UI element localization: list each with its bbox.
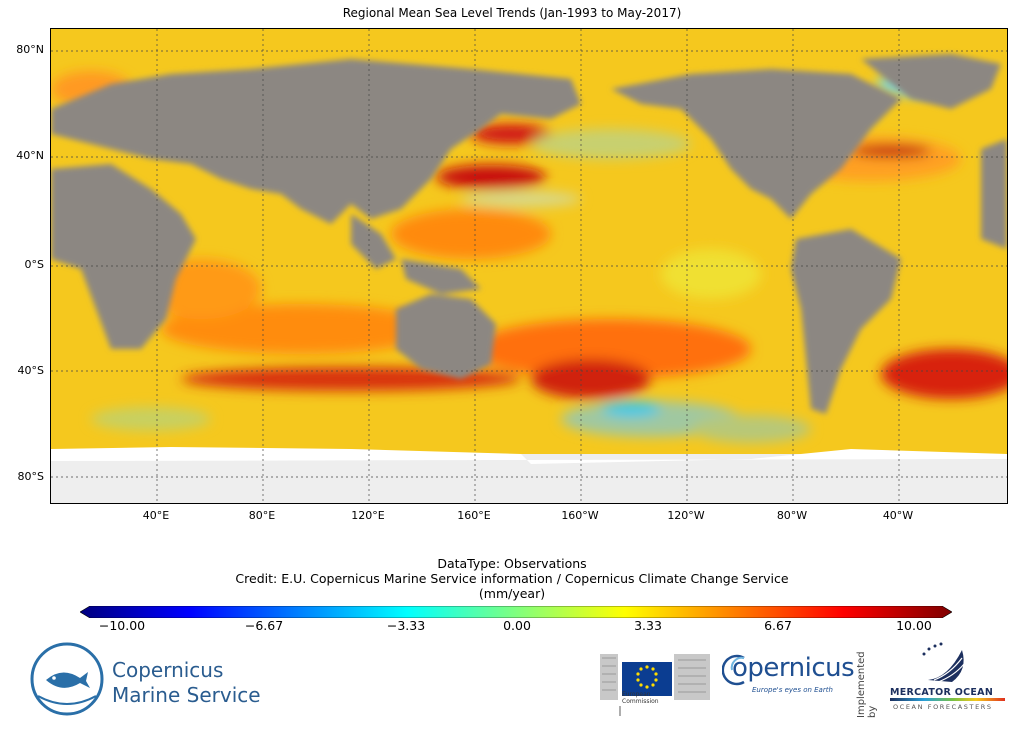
datatype-label: DataType: Observations <box>437 556 587 571</box>
ec-line1: European <box>622 691 651 698</box>
copernicus-tagline: Europe's eyes on Earth <box>752 686 833 694</box>
colorbar-graphic <box>79 605 953 619</box>
colorbar-tick: −6.67 <box>244 618 284 633</box>
ice-shelf <box>51 447 1007 464</box>
colorbar-tick: −3.33 <box>386 618 426 633</box>
colorbar-tick: 3.33 <box>634 618 662 633</box>
land-masses <box>51 54 1007 414</box>
x-tick-80e: 80°E <box>248 509 276 522</box>
credit-label: Credit: E.U. Copernicus Marine Service i… <box>235 571 789 586</box>
y-tick-80s: 80°S <box>17 470 44 483</box>
map-title: Regional Mean Sea Level Trends (Jan-1993… <box>342 6 682 20</box>
cmems-line2: Marine Service <box>112 683 261 707</box>
mercator-ocean-title: MERCATOR OCEAN <box>890 687 994 698</box>
implemented-by-label: Implemented by <box>856 651 878 718</box>
x-tick-120w: 120°W <box>667 509 705 522</box>
gridlines <box>51 29 1007 503</box>
copernicus-c-icon <box>722 654 745 686</box>
ec-line2: Commission <box>622 698 659 705</box>
cmems-logo-icon <box>30 642 104 716</box>
copernicus-logo-text: opernicus <box>732 653 855 683</box>
mercator-color-strip <box>890 698 1005 701</box>
x-tick-40e: 40°E <box>142 509 170 522</box>
units-label: (mm/year) <box>478 586 546 601</box>
mercator-ocean-subtitle: OCEAN FORECASTERS <box>893 703 993 711</box>
cmems-logo-text: Copernicus Marine Service <box>112 658 261 708</box>
x-tick-40w: 40°W <box>882 509 914 522</box>
sea-level-trend-map <box>50 28 1008 504</box>
x-tick-120e: 120°E <box>351 509 385 522</box>
y-tick-40n: 40°N <box>16 149 44 162</box>
x-tick-160e: 160°E <box>457 509 491 522</box>
x-tick-160w: 160°W <box>561 509 599 522</box>
y-tick-40s: 40°S <box>17 364 44 377</box>
trend-pattern <box>51 71 1007 443</box>
colorbar-tick: 6.67 <box>764 618 792 633</box>
colorbar-tick: −10.00 <box>98 618 146 633</box>
y-tick-0: 0°S <box>24 258 44 271</box>
colorbar <box>79 603 953 619</box>
colorbar-tick: 0.00 <box>503 618 531 633</box>
map-canvas <box>51 29 1007 503</box>
antarctica <box>51 454 1007 503</box>
colorbar-tick: 10.00 <box>896 618 932 633</box>
mercator-ocean-logo-icon <box>922 642 965 683</box>
european-commission-logo <box>600 654 710 716</box>
ec-logo-text: European Commission <box>622 691 659 705</box>
x-tick-80w: 80°W <box>776 509 808 522</box>
y-tick-80n: 80°N <box>16 43 44 56</box>
cmems-line1: Copernicus <box>112 658 224 682</box>
